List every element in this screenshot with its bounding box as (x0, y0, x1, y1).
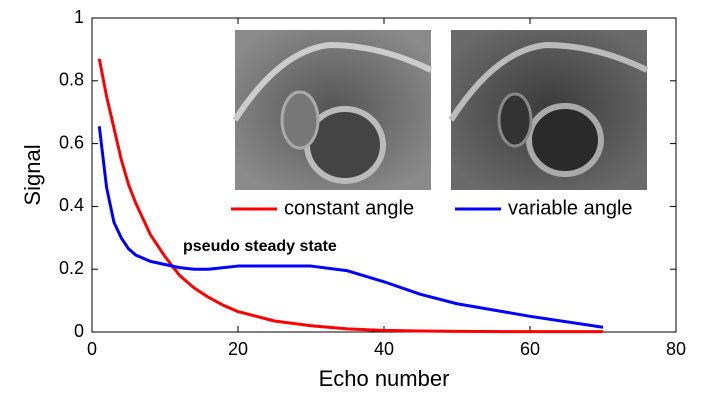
y-axis-label: Signal (20, 144, 45, 205)
x-tick-label: 0 (87, 339, 97, 359)
inset-image-constant (235, 30, 431, 190)
y-tick-label: 0 (74, 321, 84, 341)
inset-image-variable (451, 30, 647, 190)
chart: Echo number Signal pseudo steady state 0… (0, 0, 704, 394)
y-tick-label: 0.8 (59, 70, 84, 90)
y-tick-label: 0.2 (59, 258, 84, 278)
x-axis-label: Echo number (319, 366, 450, 391)
legend-label: constant angle (284, 197, 414, 219)
annotation: pseudo steady state (183, 238, 337, 255)
y-tick-label: 0.4 (59, 195, 84, 215)
x-tick-label: 60 (520, 339, 540, 359)
x-tick-label: 20 (228, 339, 248, 359)
y-tick-label: 0.6 (59, 132, 84, 152)
x-tick-label: 40 (374, 339, 394, 359)
x-tick-label: 80 (666, 339, 686, 359)
legend-label: variable angle (508, 197, 633, 219)
page: Echo number Signal pseudo steady state 0… (0, 0, 704, 394)
y-tick-label: 1 (74, 7, 84, 27)
